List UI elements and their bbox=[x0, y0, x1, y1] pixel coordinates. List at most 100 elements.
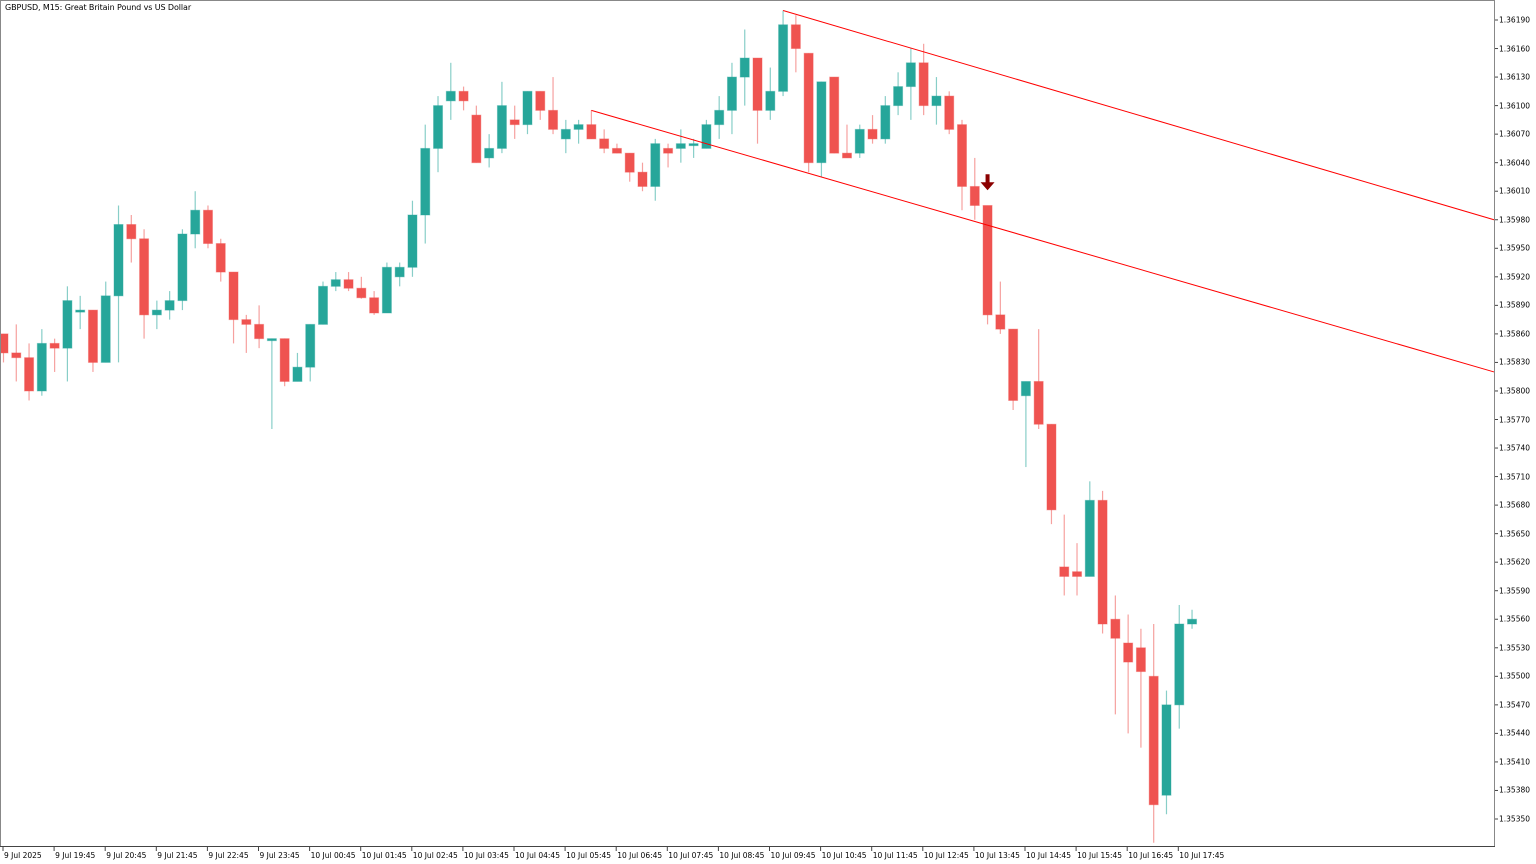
time-tick-label: 10 Jul 01:45 bbox=[361, 851, 407, 860]
time-tick-label: 10 Jul 06:45 bbox=[617, 851, 663, 860]
lower-channel-line[interactable] bbox=[591, 109, 1495, 373]
time-tick-label: 10 Jul 04:45 bbox=[515, 851, 560, 860]
candle bbox=[535, 90, 546, 120]
price-tick-label: 1.35860 bbox=[1499, 329, 1531, 339]
candle bbox=[356, 276, 367, 299]
candle bbox=[586, 110, 597, 140]
candle bbox=[522, 90, 533, 135]
candle bbox=[893, 72, 904, 116]
candle bbox=[637, 162, 648, 192]
candle bbox=[803, 52, 814, 173]
time-tick-label: 10 Jul 12:45 bbox=[923, 851, 969, 860]
candle bbox=[957, 119, 967, 211]
candle bbox=[1046, 423, 1057, 525]
candle bbox=[1187, 609, 1198, 629]
time-tick-label: 10 Jul 02:45 bbox=[412, 851, 458, 860]
candle bbox=[548, 77, 559, 135]
candle bbox=[1148, 624, 1159, 843]
price-tick-label: 1.35800 bbox=[1499, 386, 1531, 396]
candle bbox=[1174, 604, 1185, 729]
candle bbox=[164, 291, 175, 320]
time-tick-label: 10 Jul 13:45 bbox=[974, 851, 1020, 860]
candle bbox=[726, 62, 737, 135]
candle bbox=[1059, 514, 1070, 596]
candle bbox=[0, 333, 9, 363]
candle bbox=[650, 138, 661, 201]
candle bbox=[177, 229, 188, 311]
price-axis-ticks bbox=[1495, 19, 1498, 820]
time-tick-label: 10 Jul 07:45 bbox=[668, 851, 714, 860]
candle bbox=[739, 29, 750, 106]
candle bbox=[611, 143, 622, 154]
time-tick-label: 9 Jul 19:45 bbox=[55, 851, 96, 860]
candle bbox=[420, 124, 431, 244]
upper-channel-line[interactable] bbox=[782, 10, 1495, 221]
time-tick-label: 10 Jul 10:45 bbox=[821, 851, 867, 860]
price-tick-label: 1.36070 bbox=[1499, 129, 1531, 139]
price-tick-label: 1.35770 bbox=[1499, 415, 1531, 424]
time-tick-label: 9 Jul 21:45 bbox=[157, 851, 198, 860]
candle bbox=[458, 86, 469, 111]
candle bbox=[1020, 380, 1031, 468]
trendlines-layer bbox=[591, 10, 1495, 373]
time-tick-label: 10 Jul 16:45 bbox=[1128, 851, 1174, 860]
candle bbox=[1123, 614, 1134, 734]
candle bbox=[433, 96, 444, 173]
candle bbox=[624, 152, 635, 182]
candle bbox=[445, 62, 456, 120]
time-tick-label: 10 Jul 05:45 bbox=[566, 851, 612, 860]
candle bbox=[139, 229, 150, 339]
candle bbox=[279, 338, 290, 387]
candle bbox=[714, 96, 725, 139]
candle bbox=[100, 281, 111, 363]
candle bbox=[1008, 328, 1019, 410]
candles-layer bbox=[0, 10, 1198, 843]
price-tick-label: 1.36040 bbox=[1499, 158, 1531, 168]
candle bbox=[126, 214, 137, 263]
candle bbox=[228, 271, 239, 344]
price-tick-label: 1.35560 bbox=[1499, 614, 1531, 624]
candle bbox=[241, 314, 252, 353]
time-tick-label: 9 Jul 2025 bbox=[4, 851, 42, 860]
candle bbox=[381, 262, 392, 314]
candle bbox=[292, 352, 303, 382]
candle bbox=[471, 105, 482, 164]
candle bbox=[867, 115, 878, 144]
candle bbox=[24, 343, 35, 401]
candle bbox=[969, 157, 980, 220]
price-tick-label: 1.36100 bbox=[1499, 101, 1531, 111]
price-tick-label: 1.35830 bbox=[1499, 357, 1531, 367]
time-tick-label: 10 Jul 09:45 bbox=[770, 851, 816, 860]
candle bbox=[215, 238, 226, 282]
time-tick-label: 9 Jul 22:45 bbox=[208, 851, 249, 860]
candle bbox=[394, 262, 405, 287]
candle bbox=[765, 67, 776, 120]
price-tick-label: 1.35920 bbox=[1499, 272, 1531, 282]
candle bbox=[484, 134, 495, 168]
candle bbox=[931, 77, 942, 125]
candle bbox=[816, 81, 827, 177]
price-tick-label: 1.35590 bbox=[1499, 586, 1531, 596]
candle bbox=[330, 272, 341, 292]
candle bbox=[49, 338, 60, 372]
candle bbox=[663, 143, 674, 168]
candle bbox=[918, 43, 929, 116]
time-tick-label: 9 Jul 20:45 bbox=[106, 851, 147, 860]
candle bbox=[560, 119, 571, 154]
candle bbox=[496, 81, 507, 154]
candle bbox=[62, 286, 73, 382]
time-tick-label: 10 Jul 14:45 bbox=[1026, 851, 1071, 860]
candle bbox=[1135, 628, 1146, 748]
time-tick-label: 10 Jul 17:45 bbox=[1179, 851, 1225, 860]
candle bbox=[1110, 595, 1121, 715]
candle bbox=[87, 309, 98, 372]
time-tick-label: 10 Jul 08:45 bbox=[719, 851, 765, 860]
price-tick-label: 1.36190 bbox=[1499, 15, 1531, 25]
price-tick-label: 1.35530 bbox=[1499, 643, 1531, 653]
candle bbox=[1161, 690, 1172, 815]
candle bbox=[854, 124, 865, 158]
candle bbox=[75, 295, 86, 330]
price-tick-label: 1.35350 bbox=[1499, 814, 1531, 824]
